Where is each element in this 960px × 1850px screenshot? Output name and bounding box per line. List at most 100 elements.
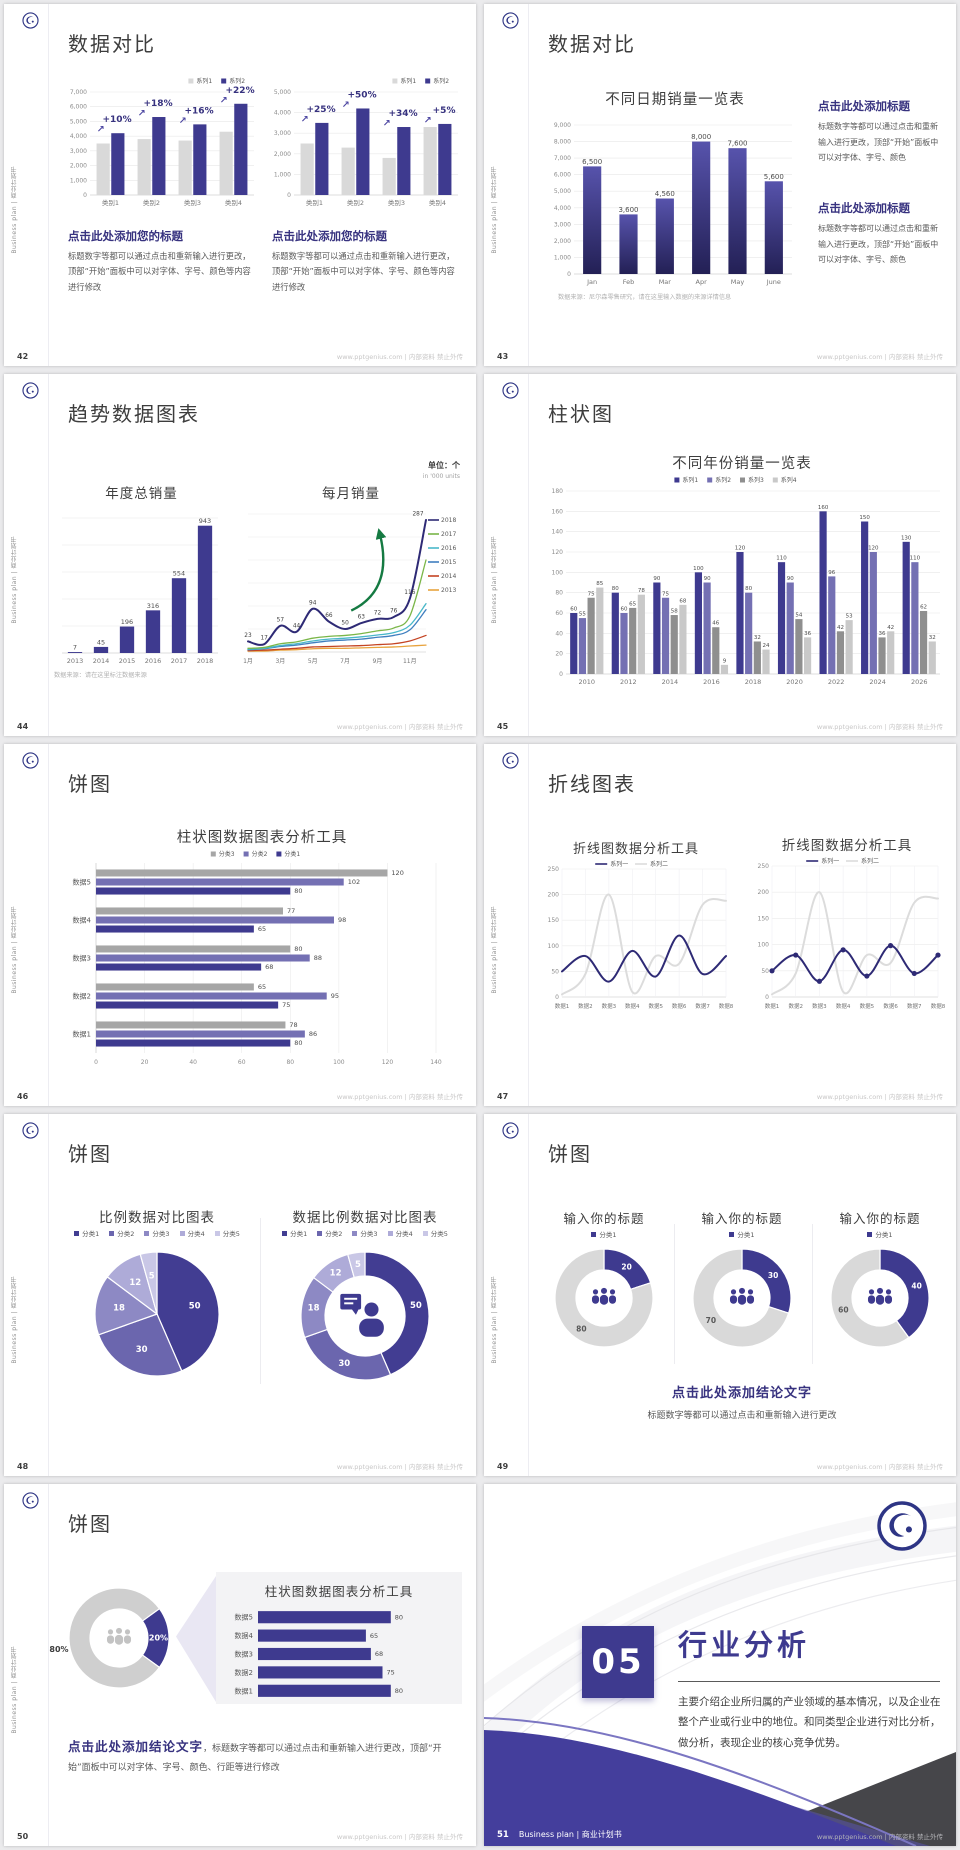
slide-46[interactable]: Business plan | 商业计划书 饼图 柱状图数据图表分析工具 0 20… [4,744,476,1106]
footer-url: www.pptgenius.com | 内部资料 禁止外传 [336,1463,463,1471]
chart-title: 不同年份销量一览表 [672,456,812,472]
sidebar-brand-text: Business plan | 商业计划书 [11,906,18,994]
column-divider [674,1224,675,1364]
svg-text:4,560: 4,560 [655,190,675,198]
chart-title: 折线图数据分析工具 [572,842,699,857]
svg-text:+50%: +50% [348,90,377,100]
svg-text:2015: 2015 [441,559,456,566]
svg-text:分类1: 分类1 [284,850,300,858]
svg-text:系列1: 系列1 [196,77,212,85]
svg-text:0: 0 [83,192,87,199]
svg-text:80: 80 [294,1039,302,1047]
footer-url: www.pptgenius.com | 内部资料 禁止外传 [336,353,463,361]
svg-text:3,000: 3,000 [70,148,87,155]
sales-by-date-chart-block: 不同日期销量一览表 0 1,000 2,000 3,000 4,000 5,000 6,00… [544,88,806,301]
svg-text:类别4: 类别4 [225,198,242,207]
slide-43[interactable]: Business plan | 商业计划书 数据对比 不同日期销量一览表 0 1,… [484,4,956,366]
slide-42[interactable]: Business plan | 商业计划书 数据对比 0 1,000 2,000 3,… [4,4,476,366]
sidebar-divider [48,744,49,1106]
svg-text:0: 0 [567,271,571,278]
svg-text:8,000: 8,000 [554,139,571,146]
section-number: 05 [582,1626,654,1698]
svg-text:200: 200 [758,889,770,896]
svg-text:60: 60 [238,1059,246,1066]
svg-text:系列1: 系列1 [400,77,416,85]
svg-text:150: 150 [758,915,770,922]
footer-url: www.pptgenius.com | 内部资料 禁止外传 [336,1833,463,1841]
svg-text:系列一: 系列一 [610,860,628,868]
svg-text:2020: 2020 [786,678,803,686]
svg-text:68: 68 [265,963,273,971]
svg-text:2022: 2022 [828,678,845,686]
svg-text:类别3: 类别3 [388,198,405,207]
svg-text:数据5: 数据5 [235,1613,253,1622]
page-number: 50 [17,1832,29,1841]
svg-text:150: 150 [859,515,870,521]
slide-49[interactable]: Business plan | 商业计划书 饼图 输入你的标题 分类1 20 80… [484,1114,956,1476]
svg-text:96: 96 [828,570,835,576]
conclusion-block: 点击此处添加结论文字 标题数字等都可以通过点击和重新输入进行更改 [544,1382,940,1421]
page-number: 49 [497,1462,509,1471]
brand-logo-icon [502,1122,519,1139]
svg-text:78: 78 [638,588,645,594]
sidebar-brand-text: Business plan | 商业计划书 [491,906,498,994]
sales-by-date-bar-chart: 0 1,000 2,000 3,000 4,000 5,000 6,000 7,000 8,00… [544,111,806,287]
svg-text:类别1: 类别1 [306,198,323,207]
slide-44[interactable]: Business plan | 商业计划书 趋势数据图表 单位：个 in '00… [4,374,476,736]
unit-note: 单位：个 in '000 units [423,460,460,480]
slide-47[interactable]: Business plan | 商业计划书 折线图表 折线图数据分析工具 0 50… [484,744,956,1106]
svg-text:数据1: 数据1 [235,1686,253,1695]
sidebar-divider [48,374,49,736]
svg-text:75: 75 [387,1669,395,1677]
svg-text:100: 100 [758,942,770,949]
svg-text:分类3: 分类3 [219,850,235,858]
svg-text:+18%: +18% [144,99,173,109]
bar-panel: 柱状图数据图表分析工具 80 数据5 65 数据4 68 数据3 75 数据2 80 数据1 [216,1572,462,1704]
svg-text:44: 44 [293,623,301,629]
svg-text:50: 50 [761,968,769,975]
slide-45[interactable]: Business plan | 商业计划书 柱状图 不同年份销量一览表 0 20 4… [484,374,956,736]
svg-text:80: 80 [286,1059,294,1066]
svg-text:6,000: 6,000 [70,104,87,111]
svg-text:9: 9 [723,658,727,664]
company-logo [876,1500,928,1552]
svg-text:60: 60 [620,607,627,613]
slide-50[interactable]: Business plan | 商业计划书 饼图 20% 80% 柱状图数据图表分… [4,1484,476,1846]
svg-text:5月: 5月 [308,658,318,665]
svg-text:Feb: Feb [623,278,635,286]
svg-text:+16%: +16% [185,106,214,116]
legend-item: 分类2 [317,1228,342,1238]
svg-text:3,000: 3,000 [554,221,571,228]
svg-text:0: 0 [555,994,559,1001]
svg-text:+5%: +5% [433,106,456,116]
conclusion-heading: 点击此处添加结论文字 [68,1739,204,1754]
unit-label: 单位：个 [428,461,460,470]
svg-text:100: 100 [333,1059,345,1066]
svg-text:系列一: 系列一 [821,857,839,865]
svg-text:数据2: 数据2 [788,1002,803,1010]
brand-logo-icon [22,382,39,399]
svg-text:554: 554 [173,570,185,578]
line-chart-block-left: 折线图数据分析工具 0 50 100 150 200 250 数据1 数据2 数据3 数据4 数据5… [536,838,736,1011]
svg-text:7,600: 7,600 [727,140,747,148]
donut-card: 输入你的标题 分类1 30 70 [676,1208,808,1354]
svg-text:120: 120 [391,869,403,877]
svg-text:5: 5 [355,1260,361,1270]
svg-text:数据3: 数据3 [235,1650,253,1659]
sidebar-divider [528,1114,529,1476]
title-underline [678,1681,940,1682]
chart-title: 折线图数据分析工具 [781,838,913,854]
svg-text:4,000: 4,000 [274,110,291,117]
sidebar-brand-text: Business plan | 商业计划书 [11,1276,18,1364]
svg-text:50: 50 [189,1302,201,1312]
svg-text:↗: ↗ [179,115,187,126]
svg-text:65: 65 [629,601,636,607]
slide-48[interactable]: Business plan | 商业计划书 饼图 比例数据对比图表 分类1 分类2… [4,1114,476,1476]
svg-text:86: 86 [309,1030,317,1038]
chart-title: 比例数据对比图表 [99,1210,215,1226]
svg-text:5,000: 5,000 [554,188,571,195]
page-number: 43 [497,352,509,361]
svg-text:↗: ↗ [383,118,391,129]
slide-51[interactable]: 05 行业分析 主要介绍企业所归属的产业领域的基本情况，以及企业在整个产业或行业… [484,1484,956,1846]
